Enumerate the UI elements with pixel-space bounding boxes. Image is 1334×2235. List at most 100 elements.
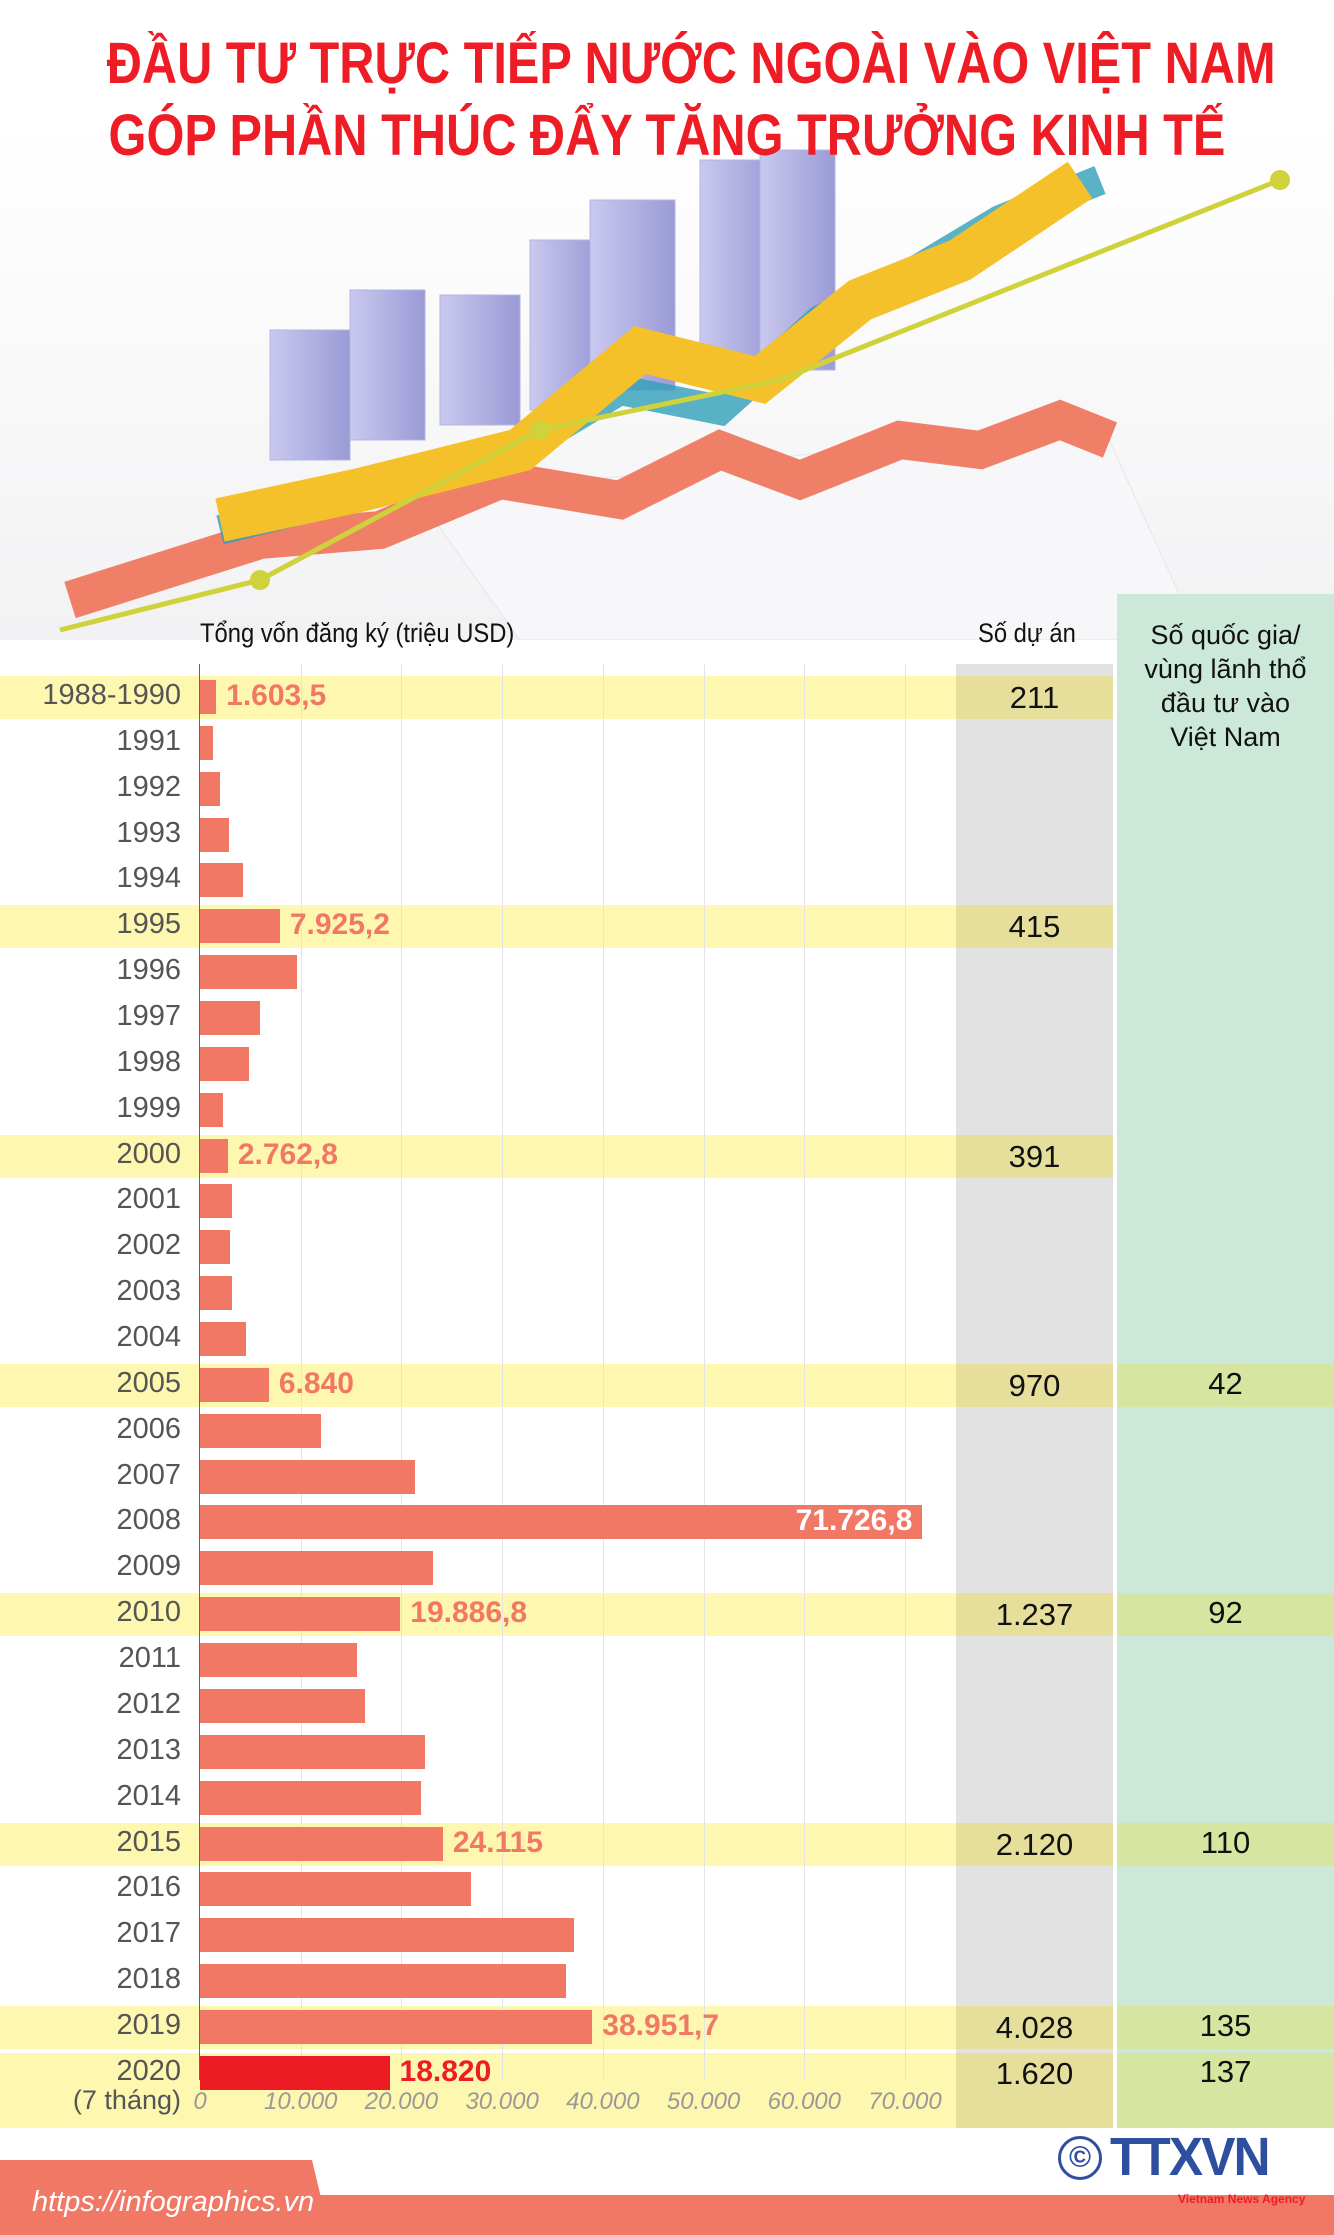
bar (200, 1597, 401, 1632)
footer-tab (0, 2160, 330, 2235)
countries-value: 110 (1200, 1824, 1251, 1860)
countries-header-line: đầu tư vào (1160, 688, 1291, 718)
x-tick-label: 40.000 (566, 2088, 640, 2115)
highlight-band-projects (956, 1593, 1113, 1637)
countries-header-line: Số quốc gia/ (1150, 620, 1301, 650)
highlight-band-projects (956, 1822, 1113, 1866)
x-tick-label: 20.000 (364, 2088, 439, 2115)
year-label: 2016 (116, 1871, 181, 1904)
highlight-band-countries (1117, 2005, 1334, 2049)
countries-value: 92 (1208, 1595, 1243, 1631)
highlight-band-projects (956, 905, 1113, 949)
projects-value: 970 (1008, 1367, 1061, 1403)
title-line-2: GÓP PHẦN THÚC ĐẨY TĂNG TRƯỞNG KINH TẾ (108, 103, 1226, 168)
bar (200, 863, 243, 898)
year-label: 1998 (116, 1045, 181, 1078)
ttxvn-logo: TTXVN (1110, 2127, 1271, 2187)
bar (200, 2009, 593, 2044)
year-label: 2018 (116, 1963, 181, 1996)
year-label: 2004 (116, 1321, 181, 1354)
projects-value: 1.620 (995, 2055, 1074, 2091)
value-label: 2.762,8 (237, 1137, 338, 1171)
year-label: 2019 (116, 2008, 181, 2041)
bar (200, 1001, 260, 1036)
bar (200, 955, 298, 990)
value-label: 7.925,2 (289, 908, 390, 942)
year-label: 1994 (116, 862, 181, 895)
bar (200, 1780, 421, 1815)
year-label: 2007 (116, 1458, 181, 1491)
bar (200, 680, 217, 714)
bar (200, 1688, 365, 1723)
bar (200, 1551, 433, 1586)
countries-header-line: vùng lãnh thổ (1144, 654, 1307, 684)
ttxvn-logo-subtitle: Vietnam News Agency (1178, 2192, 1306, 2206)
gridline (502, 664, 504, 2080)
highlight-band-projects (956, 676, 1113, 719)
footer-url-link[interactable]: https://infographics.vn (32, 2186, 315, 2218)
x-tick-label: 30.000 (465, 2088, 539, 2115)
page-title: ĐẦU TƯ TRỰC TIẾP NƯỚC NGOÀI VÀO VIỆT NAM… (0, 28, 1334, 172)
projects-value: 4.028 (995, 2009, 1074, 2045)
bar (200, 1138, 228, 1173)
year-label: 1996 (116, 954, 181, 987)
gridline (703, 664, 705, 2080)
x-tick-label: 70.000 (868, 2088, 942, 2115)
highlight-band-countries (1117, 1593, 1334, 1637)
countries-value: 42 (1208, 1365, 1243, 1401)
year-label: 2003 (116, 1275, 181, 1308)
year-label: 2012 (116, 1687, 181, 1720)
bar (200, 1092, 223, 1127)
x-tick-label: 50.000 (666, 2088, 741, 2115)
gridline (804, 664, 806, 2080)
gridline (602, 664, 604, 2080)
value-label: 71.726,8 (795, 1504, 913, 1538)
year-label: 2014 (116, 1779, 181, 1812)
year-label: 1995 (116, 908, 181, 941)
year-label: 2010 (116, 1596, 181, 1629)
year-label: 1997 (116, 1000, 181, 1033)
highlight-band (0, 676, 1113, 719)
highlight-band (0, 1822, 1113, 1866)
bar (200, 1184, 232, 1219)
year-label: 2015 (116, 1825, 181, 1858)
bar (200, 1826, 443, 1861)
countries-column-header: Số quốc gia/ vùng lãnh thổ đầu tư vào Vi… (1117, 618, 1334, 754)
year-label: 1992 (116, 770, 181, 803)
x-tick-label: 10.000 (264, 2088, 338, 2115)
bar (200, 1505, 923, 1540)
title-line-1: ĐẦU TƯ TRỰC TIẾP NƯỚC NGOÀI VÀO VIỆT NAM (106, 31, 1276, 96)
highlight-band-projects (956, 2005, 1113, 2049)
year-label: 1988-1990 (42, 679, 181, 711)
x-tick-label: 60.000 (767, 2088, 841, 2115)
x-tick-label: 0 (193, 2088, 207, 2115)
year-label: 2006 (116, 1412, 181, 1445)
bar (200, 1413, 321, 1448)
projects-value: 2.120 (995, 1826, 1074, 1862)
axis-line (199, 664, 200, 2080)
year-label: 2020 (116, 2054, 181, 2087)
projects-value: 211 (1009, 680, 1060, 715)
projects-value: 1.237 (995, 1597, 1074, 1633)
highlight-band (0, 1593, 1113, 1637)
year-label: 2013 (116, 1733, 181, 1766)
year-label: 2000 (116, 1137, 181, 1170)
highlight-band-projects (956, 1363, 1113, 1407)
highlight-band-countries (1117, 1822, 1334, 1866)
year-label: 1991 (116, 724, 181, 757)
year-label: 2011 (118, 1642, 181, 1675)
bar (200, 2055, 390, 2090)
bar (200, 1643, 358, 1678)
bar (200, 1230, 231, 1265)
year-label: 2017 (116, 1917, 181, 1950)
bar (200, 1459, 415, 1494)
year-label: 2009 (116, 1550, 181, 1583)
value-label: 6.840 (278, 1366, 354, 1400)
copyright-icon: © (1058, 2136, 1102, 2180)
hero-3d-chart-illustration (0, 120, 1334, 640)
highlight-band-countries (1117, 1363, 1334, 1407)
year-label: 2002 (116, 1229, 181, 1262)
bar (200, 817, 229, 852)
gridline (300, 664, 302, 2080)
highlight-band (0, 2052, 1113, 2128)
